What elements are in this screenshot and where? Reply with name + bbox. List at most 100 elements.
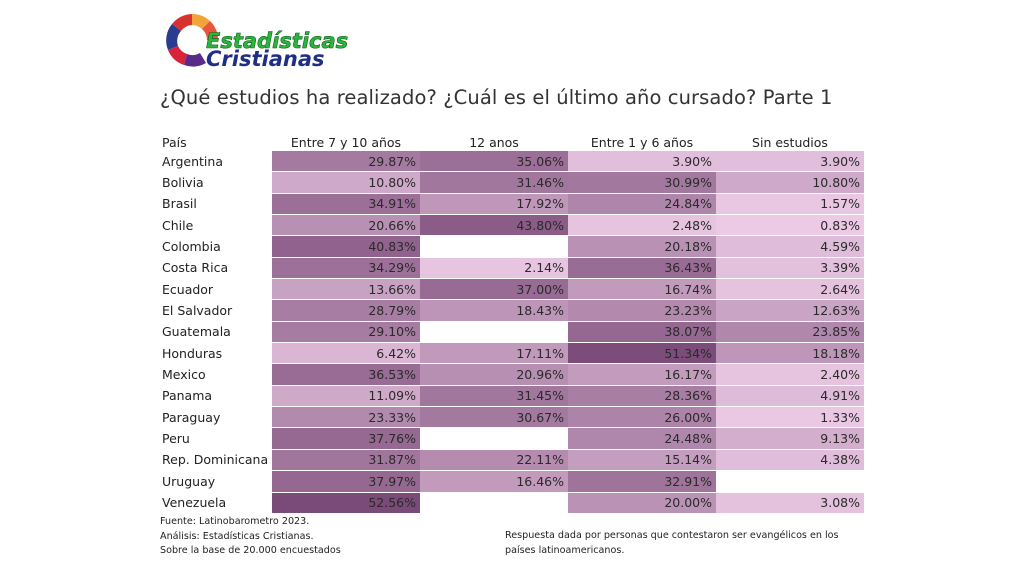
table-row: Paraguay 23.33% 30.67% 26.00% 1.33% — [160, 406, 864, 429]
value-cell: 37.97% — [272, 470, 420, 493]
value-cell: 11.09% — [272, 385, 420, 408]
value-cell: 24.84% — [568, 193, 716, 216]
table-row: Brasil 34.91% 17.92% 24.84% 1.57% — [160, 193, 864, 216]
value-cell: 18.18% — [716, 342, 864, 365]
value-cell: 51.34% — [568, 342, 716, 365]
value-cell: 0.83% — [716, 214, 864, 237]
row-country-label: Brasil — [160, 193, 272, 216]
value-cell: 31.45% — [420, 385, 568, 408]
value-cell — [420, 427, 568, 450]
value-cell: 20.18% — [568, 235, 716, 258]
table-row: Mexico 36.53% 20.96% 16.17% 2.40% — [160, 363, 864, 386]
value-cell: 22.11% — [420, 449, 568, 472]
value-cell: 28.36% — [568, 385, 716, 408]
value-cell: 20.00% — [568, 492, 716, 514]
row-country-label: Rep. Dominicana — [160, 449, 272, 472]
table-row: Honduras 6.42% 17.11% 51.34% 18.18% — [160, 342, 864, 365]
column-header: 12 anos — [469, 134, 519, 150]
footer-base: Sobre la base de 20.000 encuestados — [160, 545, 341, 556]
value-cell: 31.46% — [420, 171, 568, 194]
value-cell: 20.66% — [272, 214, 420, 237]
value-cell: 2.64% — [716, 278, 864, 301]
column-header: Entre 7 y 10 años — [290, 134, 402, 150]
value-cell: 26.00% — [568, 406, 716, 429]
table-row: Uruguay 37.97% 16.46% 32.91% — [160, 470, 864, 493]
value-cell: 16.46% — [420, 470, 568, 493]
footer-analysis: Análisis: Estadísticas Cristianas. — [160, 530, 314, 542]
table-row: Rep. Dominicana 31.87% 22.11% 15.14% 4.38% — [160, 449, 864, 472]
value-cell: 10.80% — [716, 171, 864, 194]
value-cell: 4.91% — [716, 385, 864, 408]
value-cell: 16.74% — [568, 278, 716, 301]
value-cell — [420, 492, 568, 514]
table-row: Argentina 29.87% 35.06% 3.90% 3.90% — [160, 151, 864, 173]
value-cell: 9.13% — [716, 427, 864, 450]
row-country-label: Ecuador — [160, 278, 272, 301]
value-cell: 12.63% — [716, 299, 864, 322]
value-cell: 24.48% — [568, 427, 716, 450]
column-header: Sin estudios — [752, 134, 828, 150]
table-row: Ecuador 13.66% 37.00% 16.74% 2.64% — [160, 278, 864, 301]
estadisticas-cristianas-logo: Estadísticas Cristianas — [166, 13, 348, 71]
value-cell: 23.33% — [272, 406, 420, 429]
row-country-label: Panama — [160, 385, 272, 408]
value-cell: 13.66% — [272, 278, 420, 301]
table-row: Peru 37.76% 24.48% 9.13% — [160, 427, 864, 450]
page-title: ¿Qué estudios ha realizado? ¿Cuál es el … — [160, 86, 833, 109]
table-row: Bolivia 10.80% 31.46% 30.99% 10.80% — [160, 171, 864, 194]
value-cell: 3.08% — [716, 492, 864, 514]
table-row: Costa Rica 34.29% 2.14% 36.43% 3.39% — [160, 257, 864, 280]
value-cell: 31.87% — [272, 449, 420, 472]
table-row: Colombia 40.83% 20.18% 4.59% — [160, 235, 864, 258]
value-cell: 36.43% — [568, 257, 716, 280]
logo-text-cristianas: Cristianas — [206, 47, 325, 71]
logo-text-estadisticas: Estadísticas — [206, 29, 348, 53]
value-cell: 38.07% — [568, 321, 716, 344]
value-cell: 18.43% — [420, 299, 568, 322]
value-cell: 16.17% — [568, 363, 716, 386]
table-row: Venezuela 52.56% 20.00% 3.08% — [160, 492, 864, 514]
header-row: País Entre 7 y 10 años 12 anos Entre 1 y… — [160, 134, 864, 151]
value-cell: 4.59% — [716, 235, 864, 258]
value-cell: 34.29% — [272, 257, 420, 280]
table-body: Argentina 29.87% 35.06% 3.90% 3.90% Bolivia 10… — [160, 151, 864, 514]
value-cell: 2.40% — [716, 363, 864, 386]
table-row: Chile 20.66% 43.80% 2.48% 0.83% — [160, 214, 864, 237]
value-cell: 3.39% — [716, 257, 864, 280]
value-cell: 43.80% — [420, 214, 568, 237]
column-header: Entre 1 y 6 años — [590, 134, 694, 150]
row-country-label: Peru — [160, 427, 272, 450]
row-country-label: Uruguay — [160, 470, 272, 493]
value-cell: 32.91% — [568, 470, 716, 493]
footer-source: Fuente: Latinobarometro 2023. — [160, 516, 310, 527]
row-country-label: El Salvador — [160, 299, 272, 322]
value-cell: 15.14% — [568, 449, 716, 472]
value-cell: 23.85% — [716, 321, 864, 344]
row-country-label: Bolivia — [160, 171, 272, 194]
value-cell: 37.00% — [420, 278, 568, 301]
data-table-wrapper: País Entre 7 y 10 años 12 anos Entre 1 y… — [160, 134, 864, 514]
value-cell: 30.99% — [568, 171, 716, 194]
row-country-label: Paraguay — [160, 406, 272, 429]
row-country-label: Costa Rica — [160, 257, 272, 280]
value-cell: 1.33% — [716, 406, 864, 429]
value-cell: 17.92% — [420, 193, 568, 216]
value-cell: 29.10% — [272, 321, 420, 344]
table-row: Panama 11.09% 31.45% 28.36% 4.91% — [160, 385, 864, 408]
table-row: El Salvador 28.79% 18.43% 23.23% 12.63% — [160, 299, 864, 322]
value-cell: 17.11% — [420, 342, 568, 365]
value-cell — [420, 321, 568, 344]
row-country-label: Chile — [160, 214, 272, 237]
value-cell: 2.48% — [568, 214, 716, 237]
value-cell: 2.14% — [420, 257, 568, 280]
value-cell: 29.87% — [272, 151, 420, 173]
row-country-label: Argentina — [160, 151, 272, 173]
value-cell: 28.79% — [272, 299, 420, 322]
row-country-label: Colombia — [160, 235, 272, 258]
value-cell: 52.56% — [272, 492, 420, 514]
value-cell: 20.96% — [420, 363, 568, 386]
value-cell: 36.53% — [272, 363, 420, 386]
value-cell: 10.80% — [272, 171, 420, 194]
value-cell: 4.38% — [716, 449, 864, 472]
value-cell: 35.06% — [420, 151, 568, 173]
